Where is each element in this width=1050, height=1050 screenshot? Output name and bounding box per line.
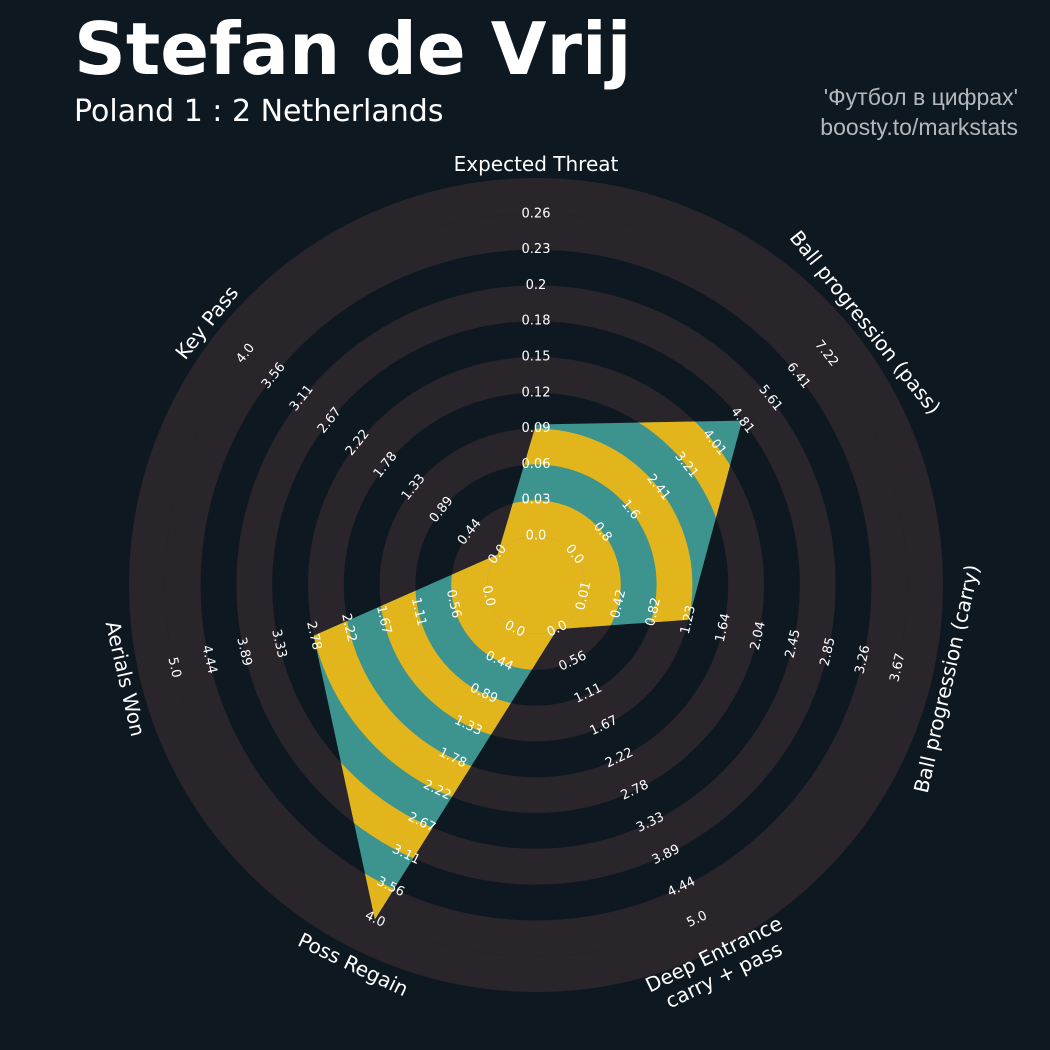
- credit-block: 'Футбол в цифрах' boosty.to/markstats: [820, 82, 1018, 142]
- param-label: Expected Threat: [454, 152, 619, 176]
- tick-label: 0.42: [608, 588, 629, 620]
- tick-label: 3.26: [852, 644, 873, 676]
- tick-label: 1.64: [713, 612, 734, 644]
- tick-label: 4.44: [198, 644, 219, 676]
- credit-link: boosty.to/markstats: [820, 114, 1018, 140]
- radar-center-disc: [487, 536, 585, 634]
- tick-label: 2.45: [783, 628, 804, 660]
- tick-label: 3.67: [887, 652, 908, 684]
- tick-label: 0.01: [573, 580, 594, 612]
- grid-ring: [164, 213, 908, 957]
- player-name-title: Stefan de Vrij: [74, 7, 632, 91]
- radar-polygon: [313, 420, 743, 920]
- tick-label: 0.26: [522, 206, 551, 221]
- tick-label: 0.15: [522, 350, 551, 365]
- tick-label: 1.67: [373, 604, 394, 636]
- tick-label: 1.11: [408, 596, 429, 628]
- tick-label: 5.0: [164, 656, 183, 680]
- tick-label: 0.03: [522, 493, 551, 508]
- grid-ring: [128, 177, 944, 993]
- tick-label: 0.0: [479, 584, 498, 608]
- tick-label: 2.22: [338, 612, 359, 644]
- grid-ring: [236, 285, 836, 885]
- tick-label: 3.89: [233, 636, 254, 668]
- tick-label: 0.2: [526, 278, 547, 293]
- tick-label: 0.09: [522, 421, 551, 436]
- tick-label: 0.18: [522, 314, 551, 329]
- tick-label: 2.78: [303, 620, 324, 652]
- tick-label: 0.0: [526, 529, 547, 544]
- tick-label: 2.85: [818, 636, 839, 668]
- tick-label: 0.82: [643, 596, 664, 628]
- tick-label: 2.04: [748, 620, 769, 652]
- tick-label: 0.56: [443, 588, 464, 620]
- match-score-subtitle: Poland 1 : 2 Netherlands: [74, 94, 444, 129]
- tick-label: 0.12: [522, 385, 551, 400]
- tick-label: 1.23: [678, 604, 699, 636]
- tick-label: 3.33: [268, 628, 289, 660]
- grid-ring: [307, 356, 765, 814]
- radar-gold-band: [451, 500, 621, 670]
- credit-source: 'Футбол в цифрах': [823, 84, 1018, 110]
- tick-label: 0.06: [522, 457, 551, 472]
- tick-label: 0.23: [522, 242, 551, 257]
